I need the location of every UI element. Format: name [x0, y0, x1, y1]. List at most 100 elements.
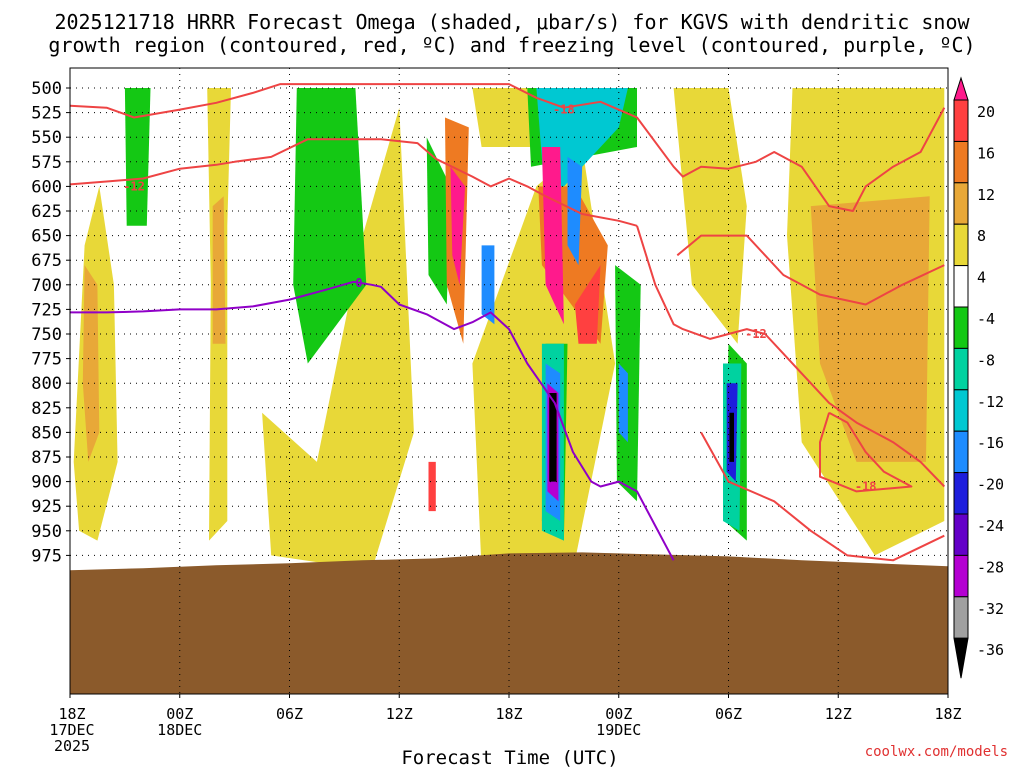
y-tick-label-825: 825	[31, 399, 62, 419]
colorbar-label--12: -12	[977, 393, 1004, 411]
y-tick-label-950: 950	[31, 522, 62, 542]
y-tick-label-750: 750	[31, 325, 62, 345]
omega-magenta-a	[450, 166, 466, 285]
y-tick-label-975: 975	[31, 546, 62, 566]
dgz-low-contour-label: -18	[855, 480, 877, 494]
x-tick-label-24-1: 18Z	[495, 705, 522, 723]
terrain-fill	[70, 552, 948, 694]
dgz-mid-contour	[636, 225, 946, 488]
y-tick-label-525: 525	[31, 104, 62, 124]
x-tick-label-18-1: 12Z	[386, 705, 413, 723]
y-tick-label-900: 900	[31, 473, 62, 493]
y-tick-label-875: 875	[31, 448, 62, 468]
colorbar-swatch-12	[953, 596, 969, 639]
colorbar-label-20: 20	[977, 103, 995, 121]
y-tick-label-725: 725	[31, 300, 62, 320]
y-tick-label-850: 850	[31, 423, 62, 443]
omega-magenta-b	[541, 147, 564, 325]
colorbar-swatch-5	[953, 306, 969, 349]
colorbar-label--8: -8	[977, 351, 995, 369]
omega-blue-a	[481, 245, 495, 325]
colorbar-label-8: 8	[977, 227, 986, 245]
colorbar-swatch-7	[953, 389, 969, 432]
colorbar-label--16: -16	[977, 434, 1004, 452]
dgz-top-contour	[70, 83, 946, 212]
omega-yellow-e	[673, 88, 747, 344]
watermark: coolwx.com/models	[865, 744, 1008, 760]
colorbar-swatch-2	[953, 182, 969, 225]
colorbar-label--4: -4	[977, 310, 995, 328]
terrain-polygon	[70, 552, 948, 694]
x-tick-label-48-1: 18Z	[934, 705, 961, 723]
x-tick-label-0-1: 18Z	[58, 705, 85, 723]
colorbar-swatch-10	[953, 513, 969, 556]
colorbar-swatch-6	[953, 347, 969, 391]
x-tick-label-0-2: 17DEC	[49, 721, 94, 739]
dgz-right-loop	[676, 234, 945, 306]
x-tick-label-12-1: 06Z	[276, 705, 303, 723]
y-tick-label-675: 675	[31, 251, 62, 271]
y-tick-label-600: 600	[31, 177, 62, 197]
colorbar-swatch-top	[953, 99, 969, 142]
colorbar-top-triangle	[953, 76, 969, 101]
x-tick-label-0-3: 2025	[54, 737, 90, 755]
omega-green-a	[124, 88, 151, 226]
freezing-level-contour	[70, 280, 675, 561]
y-tick-label-550: 550	[31, 128, 62, 148]
x-axis-label: Forecast Time (UTC)	[401, 747, 618, 768]
y-axis-ticks: 500 525 550 575 600 625 650 675 700 725 750 775 800 8…	[31, 79, 70, 566]
colorbar-label--36: -36	[977, 641, 1004, 659]
dgz-mid-contour-label: -12	[745, 327, 767, 341]
x-tick-label-36-1: 06Z	[715, 705, 742, 723]
omega-black-b	[729, 412, 734, 462]
colorbar-label-12: 12	[977, 186, 995, 204]
chart-title-line1: 2025121718 HRRR Forecast Omega (shaded, …	[54, 10, 970, 34]
colorbar-swatch-11	[953, 554, 969, 598]
omega-orange-b	[212, 196, 226, 344]
omega-magenta-c	[574, 265, 601, 344]
y-tick-label-700: 700	[31, 276, 62, 296]
colorbar-label--32: -32	[977, 600, 1004, 618]
colorbar-bottom-triangle	[953, 637, 969, 679]
colorbar-label--20: -20	[977, 476, 1004, 494]
colorbar-swatch-1	[953, 140, 969, 184]
dgz-top-contour-label: -18	[553, 103, 575, 117]
y-tick-label-500: 500	[31, 79, 62, 99]
y-tick-label-775: 775	[31, 350, 62, 370]
omega-black-a	[549, 393, 557, 482]
dgz-upper-contour	[70, 138, 638, 227]
x-tick-label-30-2: 19DEC	[596, 721, 641, 739]
x-tick-label-42-1: 12Z	[825, 705, 852, 723]
freezing-level-contour-label: 0	[355, 276, 362, 290]
colorbar-label-4: 4	[977, 269, 986, 287]
y-tick-label-800: 800	[31, 374, 62, 394]
omega-yellow-c	[262, 107, 414, 571]
colorbar-label--28: -28	[977, 558, 1004, 576]
omega-blue-e	[618, 363, 628, 443]
colorbar-swatch-8	[953, 430, 969, 474]
chart-title-line2: growth region (contoured, red, ºC) and f…	[48, 33, 975, 57]
omega-shading	[73, 88, 945, 571]
omega-orange-e	[428, 461, 436, 512]
y-tick-label-625: 625	[31, 202, 62, 222]
colorbar-swatch-3	[953, 223, 969, 267]
omega-orange-f	[810, 196, 930, 462]
y-tick-label-575: 575	[31, 153, 62, 173]
colorbar-swatch-4	[953, 265, 969, 308]
colorbar: 20 16 12 8 4 -4 -8 -12 -16 -20 -24 -28 -32 -36	[953, 76, 1004, 679]
x-tick-label-30-1: 00Z	[605, 705, 632, 723]
x-tick-label-6-1: 00Z	[166, 705, 193, 723]
omega-green-c	[426, 137, 451, 305]
omega-orange-a	[82, 265, 100, 462]
colorbar-swatch-9	[953, 472, 969, 515]
colorbar-label--24: -24	[977, 517, 1004, 535]
dgz-bottom-contour	[700, 431, 945, 562]
x-tick-label-6-2: 18DEC	[157, 721, 202, 739]
y-tick-label-925: 925	[31, 497, 62, 517]
dgz-low-contour	[819, 411, 913, 493]
dgz-upper-contour-label: -12	[123, 179, 145, 193]
y-tick-label-650: 650	[31, 227, 62, 247]
colorbar-label-16: 16	[977, 144, 995, 162]
